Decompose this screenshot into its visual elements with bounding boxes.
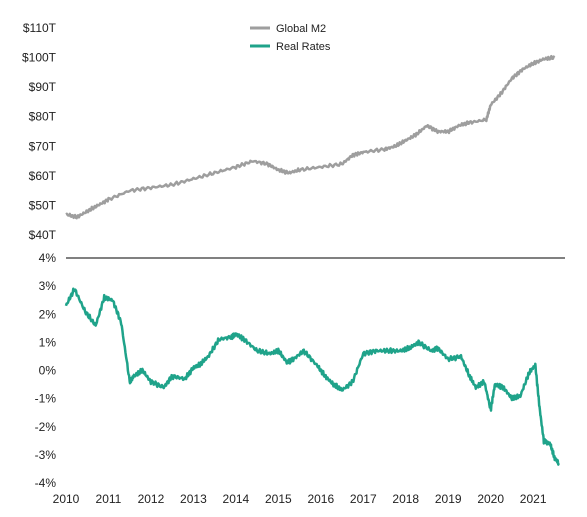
- rates-y-tick-label: -1%: [35, 392, 57, 406]
- m2-y-tick-label: $60T: [29, 169, 57, 183]
- x-axis-ticks: 2010 2011 2012 2013 2014 2015 2016 2017 2018 2019…: [53, 492, 547, 506]
- rates-y-tick-label: 4%: [39, 251, 57, 265]
- rates-y-tick-label: 1%: [39, 335, 57, 349]
- x-tick-label: 2010: [53, 492, 80, 506]
- x-tick-label: 2019: [435, 492, 462, 506]
- m2-y-tick-label: $70T: [29, 139, 57, 153]
- rates-y-tick-label: -4%: [35, 476, 57, 490]
- m2-y-axis-ticks: $110T $100T $90T $80T $70T $60T $50T $40T: [22, 21, 57, 242]
- x-tick-label: 2013: [180, 492, 207, 506]
- x-tick-label: 2014: [223, 492, 250, 506]
- x-tick-label: 2012: [138, 492, 165, 506]
- rates-y-tick-label: 2%: [39, 307, 57, 321]
- rates-y-tick-label: -3%: [35, 448, 57, 462]
- m2-y-tick-label: $110T: [23, 21, 57, 35]
- rates-y-tick-label: -2%: [35, 420, 57, 434]
- x-tick-label: 2017: [350, 492, 377, 506]
- m2-y-tick-label: $90T: [29, 80, 57, 94]
- legend-label-real-rates: Real Rates: [276, 41, 331, 53]
- x-tick-label: 2018: [392, 492, 419, 506]
- rates-series: [64, 287, 560, 466]
- m2-y-tick-label: $50T: [29, 198, 57, 212]
- x-tick-label: 2015: [265, 492, 292, 506]
- x-tick-label: 2016: [307, 492, 334, 506]
- x-tick-label: 2011: [96, 492, 122, 506]
- m2-series: [65, 54, 556, 220]
- m2-y-tick-label: $40T: [29, 228, 57, 242]
- m2-y-tick-label: $100T: [22, 51, 57, 65]
- rates-y-tick-label: 0%: [39, 364, 57, 378]
- legend-label-global-m2: Global M2: [276, 23, 326, 35]
- rates-y-tick-label: 3%: [39, 279, 57, 293]
- x-tick-label: 2021: [520, 492, 547, 506]
- legend: Global M2 Real Rates: [250, 23, 331, 53]
- rates-y-axis-ticks: 4% 3% 2% 1% 0% -1% -2% -3% -4%: [35, 251, 57, 490]
- series-line-real-rates: [64, 287, 560, 466]
- x-tick-label: 2020: [477, 492, 504, 506]
- series-line-global-m2: [65, 54, 556, 220]
- m2-y-tick-label: $80T: [29, 110, 57, 124]
- legend-item-real-rates: Real Rates: [250, 41, 331, 53]
- legend-item-global-m2: Global M2: [250, 23, 326, 35]
